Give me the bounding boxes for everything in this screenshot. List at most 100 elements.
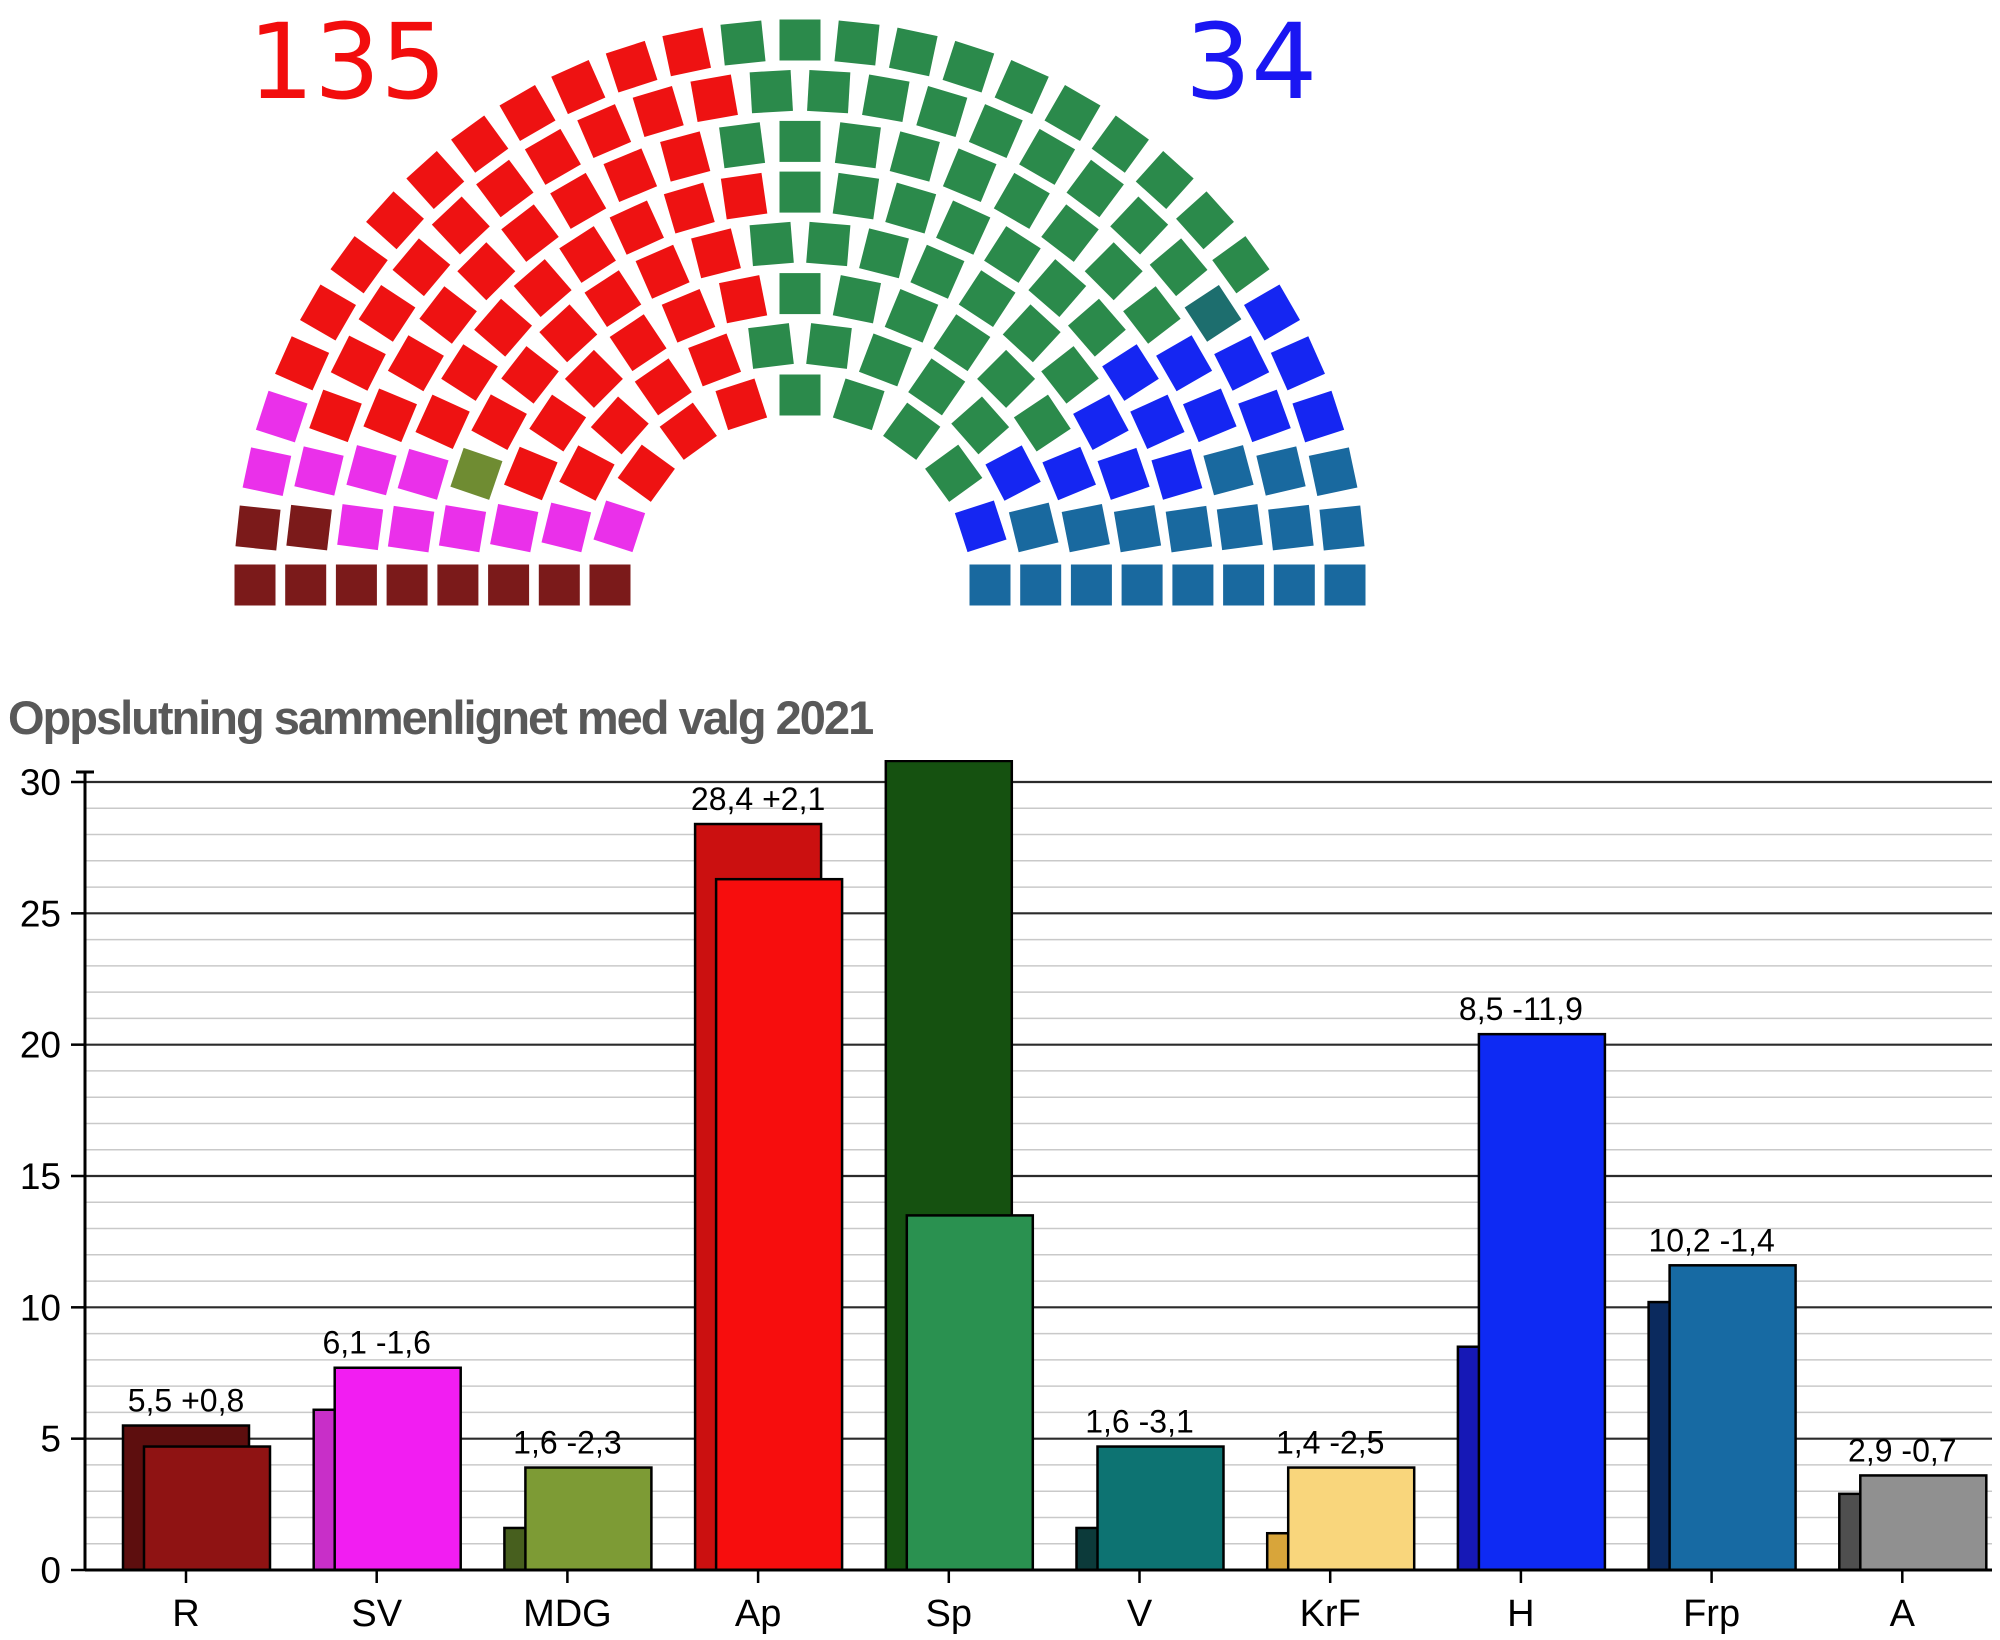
seat-SV	[294, 446, 344, 496]
seat-R	[285, 564, 327, 606]
right-bloc-total: 34	[1185, 1, 1318, 123]
seat-R	[589, 564, 631, 606]
seat-Ap	[577, 104, 632, 159]
seat-R	[538, 564, 580, 606]
seat-Frp	[1008, 502, 1059, 553]
seat-MDG	[450, 447, 503, 500]
seat-Sp	[748, 323, 794, 369]
seat-Ap	[309, 389, 362, 443]
seat-SV	[242, 447, 292, 497]
seat-Ap	[441, 344, 498, 401]
seat-Ap	[550, 172, 607, 229]
seat-Sp	[884, 289, 939, 343]
seat-V	[1184, 285, 1242, 342]
seat-Sp	[936, 200, 991, 255]
seat-Sp	[749, 221, 794, 267]
seat-Sp	[951, 396, 1010, 455]
seat-H	[1156, 335, 1213, 392]
seat-Ap	[609, 314, 667, 372]
seat-R	[335, 564, 377, 606]
seat-Ap	[719, 275, 768, 324]
y-tick-label: 5	[40, 1419, 61, 1460]
seat-Ap	[299, 284, 357, 341]
x-tick-label-Sp: Sp	[926, 1593, 972, 1635]
seat-Sp	[968, 104, 1023, 159]
y-tick-label: 20	[20, 1025, 61, 1066]
seat-Ap	[539, 304, 598, 363]
seat-Ap	[661, 289, 716, 343]
seat-Ap	[471, 394, 527, 450]
seat-H	[1183, 388, 1237, 443]
x-tick-label-R: R	[172, 1593, 199, 1635]
seat-Ap	[366, 191, 424, 250]
seat-SV	[397, 448, 449, 500]
seat-Ap	[605, 40, 658, 93]
x-tick-label-Ap: Ap	[735, 1593, 781, 1635]
seat-Frp	[1113, 505, 1162, 553]
seat-Ap	[406, 151, 465, 209]
seat-Ap	[419, 286, 477, 344]
x-tick-label-H: H	[1507, 1593, 1534, 1635]
seat-Frp	[1256, 446, 1306, 496]
seat-Ap	[662, 27, 712, 77]
seat-Sp	[984, 226, 1041, 283]
seat-Sp	[889, 131, 940, 182]
seat-Frp	[1324, 564, 1366, 606]
seat-Sp	[916, 85, 968, 138]
bar-annotation-SV: 6,1 -1,6	[322, 1325, 431, 1361]
seat-Ap	[634, 358, 692, 416]
seat-H	[1238, 389, 1291, 443]
seat-Sp	[1002, 304, 1061, 363]
seat-SV	[593, 500, 646, 553]
seat-Ap	[609, 200, 664, 255]
seat-Ap	[330, 335, 386, 391]
seat-Ap	[330, 236, 388, 294]
seat-Sp	[994, 60, 1049, 115]
seat-Frp	[1216, 504, 1263, 551]
seat-Sp	[1067, 298, 1126, 357]
seat-Ap	[688, 333, 742, 387]
seat-H	[1102, 344, 1159, 401]
seat-Sp	[942, 148, 997, 202]
seat-Ap	[720, 172, 768, 220]
seat-H	[1292, 390, 1345, 443]
bar-prev-Frp	[1668, 1264, 1797, 1572]
seat-Sp	[832, 378, 885, 431]
seat-R	[234, 564, 276, 606]
seat-Sp	[1041, 204, 1099, 262]
seat-Sp	[749, 69, 793, 114]
seat-H	[954, 500, 1007, 553]
seat-Sp	[925, 444, 983, 502]
x-tick-label-SV: SV	[351, 1593, 402, 1635]
seat-H	[1214, 335, 1270, 391]
seat-Sp	[719, 122, 766, 169]
seat-Sp	[859, 228, 909, 279]
seat-SV	[490, 503, 539, 553]
bar-prev-KrF	[1286, 1466, 1416, 1572]
seat-Ap	[476, 159, 534, 218]
left-bloc-total: 135	[248, 1, 447, 123]
y-tick-label: 25	[20, 893, 61, 934]
seat-Sp	[1028, 259, 1087, 318]
bar-prev-H	[1477, 1032, 1607, 1572]
seat-H	[985, 445, 1041, 501]
seat-Sp	[779, 171, 821, 213]
seat-SV	[337, 504, 384, 551]
seat-Frp	[1020, 564, 1062, 606]
seat-Sp	[834, 122, 881, 169]
seat-Ap	[457, 242, 516, 301]
seat-Ap	[529, 394, 587, 452]
seat-Ap	[660, 131, 711, 182]
seat-H	[1130, 394, 1185, 449]
seat-Sp	[1176, 191, 1234, 250]
seat-SV	[255, 390, 308, 443]
seat-Sp	[933, 314, 991, 372]
seat-Frp	[1061, 503, 1110, 553]
seat-Ap	[603, 148, 658, 202]
seat-Sp	[779, 374, 821, 416]
seat-Sp	[858, 333, 912, 387]
seat-Ap	[499, 84, 556, 142]
seat-Sp	[1084, 242, 1143, 301]
seat-Frp	[1273, 564, 1315, 606]
bar-annotation-MDG: 1,6 -2,3	[513, 1425, 622, 1461]
